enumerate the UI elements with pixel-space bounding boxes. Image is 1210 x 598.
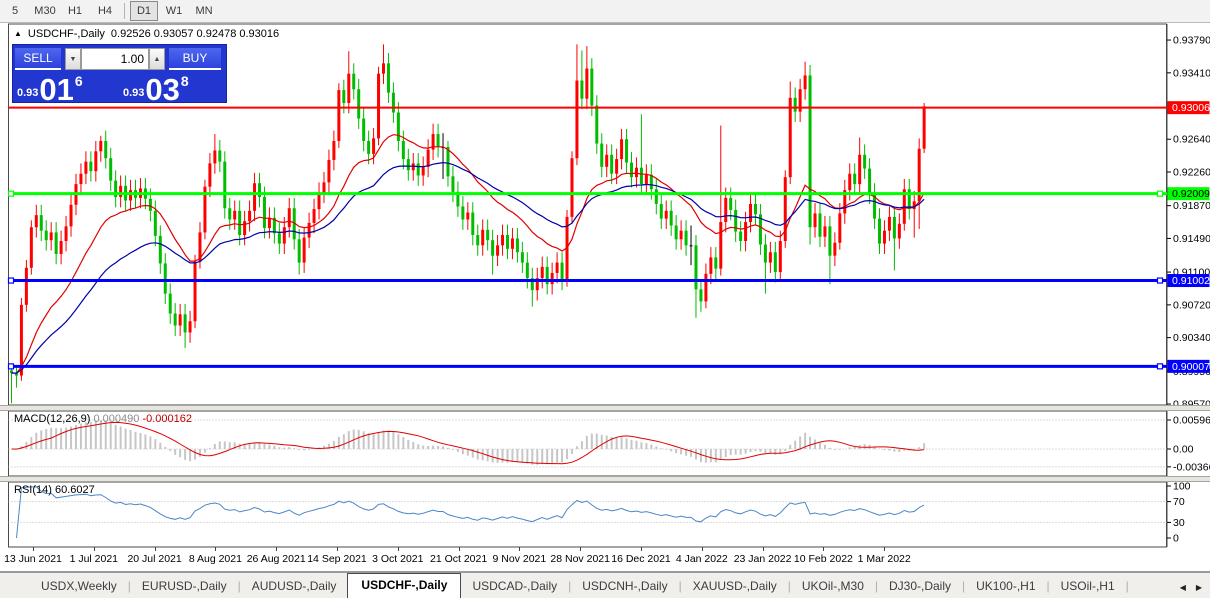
volume-decrease-button[interactable]: ▼ [65, 48, 81, 70]
svg-text:0.93790: 0.93790 [1173, 35, 1210, 47]
one-click-trading-panel: SELL ▼ ▲ BUY 0.93 01 6 0.93 03 8 [12, 44, 227, 107]
collapse-panel-icon[interactable]: ▲ [14, 29, 22, 38]
chart-tab-uk100-h1[interactable]: UK100-,H1 [976, 579, 1036, 593]
macd-signal-line [11, 421, 925, 465]
pane-separator-rsi[interactable] [0, 476, 1210, 482]
h-line-0.92009[interactable] [7, 190, 1168, 197]
chart-tab-dj30-daily[interactable]: DJ30-,Daily [889, 579, 952, 593]
chart-tab-usdx-weekly[interactable]: USDX,Weekly [41, 579, 117, 593]
date-label: 1 Jul 2021 [69, 553, 119, 565]
spin-down-icon: ▼ [69, 55, 77, 63]
svg-text:-0.003664: -0.003664 [1173, 461, 1210, 473]
date-label: 21 Oct 2021 [429, 553, 488, 565]
sell-price-prefix: 0.93 [17, 87, 39, 99]
chart-tab-ukoil-m30[interactable]: UKOil-,M30 [801, 579, 864, 593]
chart-window: 0.93790 0.93410 0.92640 0.92260 0.91870 0.914… [0, 23, 1210, 572]
timeframe-button-M30[interactable]: M30 [34, 5, 56, 17]
chart-tab-eurusd-daily[interactable]: EURUSD-,Daily [141, 579, 227, 593]
h-line-0.90007[interactable] [7, 363, 1168, 370]
macd-signal-value: -0.000162 [142, 413, 192, 425]
sell-price-display[interactable]: 0.93 01 6 [17, 72, 83, 107]
chart-title: ▲ USDCHF-,Daily 0.92526 0.93057 0.92478 … [14, 28, 279, 40]
svg-text:0.90340: 0.90340 [1173, 332, 1210, 344]
sell-button[interactable]: SELL [15, 48, 61, 70]
spin-up-icon: ▲ [153, 55, 161, 63]
date-label: 28 Nov 2021 [550, 553, 610, 565]
svg-text:100: 100 [1173, 481, 1191, 493]
pane-separator-macd[interactable] [0, 405, 1210, 411]
chart-tab-usoil-h1[interactable]: USOil-,H1 [1060, 579, 1115, 593]
chart-tab-usdchf-daily[interactable]: USDCHF-,Daily [347, 573, 462, 598]
svg-text:0: 0 [1173, 533, 1179, 545]
date-label: 20 Jul 2021 [127, 553, 182, 565]
chart-symbol-period: USDCHF-,Daily [27, 28, 105, 40]
tab-scroll-right-icon[interactable]: ▶ [1195, 583, 1202, 592]
date-label: 23 Jan 2022 [733, 553, 792, 565]
h-line-0.91002[interactable] [7, 277, 1168, 284]
timeframe-button-5[interactable]: 5 [11, 5, 19, 17]
chart-tab-bar: USDX,Weekly | EURUSD-,Daily | AUDUSD-,Daily U… [0, 572, 1210, 598]
svg-text:0.93410: 0.93410 [1173, 67, 1210, 79]
svg-text:0.91490: 0.91490 [1173, 233, 1210, 245]
macd-name: MACD(12,26,9) [14, 413, 91, 425]
date-label: 16 Dec 2021 [611, 553, 671, 565]
svg-text:0.92009: 0.92009 [1172, 188, 1210, 200]
date-label: 10 Feb 2022 [793, 553, 853, 565]
svg-text:0.93006: 0.93006 [1172, 102, 1210, 114]
date-label: 1 Mar 2022 [857, 553, 911, 565]
rsi-label: RSI(14) 60.6027 [14, 484, 95, 496]
volume-increase-button[interactable]: ▲ [149, 48, 165, 70]
chart-tab-audusd-daily[interactable]: AUDUSD-,Daily [251, 579, 337, 593]
timeframe-button-W1[interactable]: W1 [165, 5, 183, 17]
sell-price-pip-digit: 6 [74, 73, 83, 89]
chart-ohlc-values: 0.92526 0.93057 0.92478 0.93016 [110, 28, 280, 40]
chart-canvas[interactable]: 0.93790 0.93410 0.92640 0.92260 0.91870 0.914… [0, 23, 1210, 572]
date-label: 8 Aug 2021 [188, 553, 242, 565]
rsi-line [16, 486, 925, 539]
buy-price-display[interactable]: 0.93 03 8 [123, 72, 189, 107]
date-label: 14 Sep 2021 [307, 553, 367, 565]
svg-text:0.91870: 0.91870 [1173, 200, 1210, 212]
buy-button[interactable]: BUY [169, 48, 221, 70]
price-axis: 0.93790 0.93410 0.92640 0.92260 0.91870 0.914… [1167, 35, 1210, 545]
date-label: 9 Nov 2021 [492, 553, 547, 565]
macd-histogram [15, 420, 926, 465]
date-label: 13 Jun 2021 [4, 553, 62, 565]
chart-tab-usdcad-daily[interactable]: USDCAD-,Daily [472, 579, 558, 593]
rsi-name: RSI(14) [14, 484, 52, 496]
date-label: 3 Oct 2021 [372, 553, 424, 565]
svg-text:70: 70 [1173, 496, 1185, 508]
sell-price-big-digits: 01 [39, 72, 74, 107]
chart-tab-usdcnh-daily[interactable]: USDCNH-,Daily [582, 579, 668, 593]
svg-text:0.90007: 0.90007 [1172, 361, 1210, 373]
date-axis: 13 Jun 2021 1 Jul 2021 20 Jul 2021 8 Aug 20… [0, 547, 1210, 572]
timeframe-button-H1[interactable]: H1 [67, 5, 83, 17]
buy-price-pip-digit: 8 [180, 73, 189, 89]
buy-price-prefix: 0.93 [123, 87, 145, 99]
candles-layer [10, 44, 926, 404]
svg-text:0.005963: 0.005963 [1173, 414, 1210, 426]
timeframe-button-H4[interactable]: H4 [97, 5, 113, 17]
date-label: 26 Aug 2021 [246, 553, 306, 565]
moving-average-40 [11, 161, 925, 374]
svg-text:0.92640: 0.92640 [1173, 134, 1210, 146]
timeframe-button-MN[interactable]: MN [195, 5, 213, 17]
macd-label: MACD(12,26,9) 0.000490 -0.000162 [14, 413, 192, 425]
volume-input[interactable] [81, 48, 149, 70]
svg-text:0.91002: 0.91002 [1172, 275, 1210, 287]
timeframe-button-D1[interactable]: D1 [130, 1, 158, 21]
timeframe-toolbar: 5 M30 H1 H4 D1 W1 MN [0, 0, 1210, 23]
moving-average-20 [11, 134, 925, 374]
macd-main-value: 0.000490 [93, 413, 140, 425]
date-label: 4 Jan 2022 [675, 553, 728, 565]
rsi-value: 60.6027 [54, 484, 95, 496]
tab-scroll-left-icon[interactable]: ◀ [1179, 583, 1186, 592]
buy-price-big-digits: 03 [145, 72, 180, 107]
svg-text:0.90720: 0.90720 [1173, 299, 1210, 311]
chart-tab-xauusd-daily[interactable]: XAUUSD-,Daily [692, 579, 777, 593]
svg-text:0.00: 0.00 [1173, 444, 1194, 456]
svg-text:0.92260: 0.92260 [1173, 167, 1210, 179]
svg-text:30: 30 [1173, 517, 1185, 529]
